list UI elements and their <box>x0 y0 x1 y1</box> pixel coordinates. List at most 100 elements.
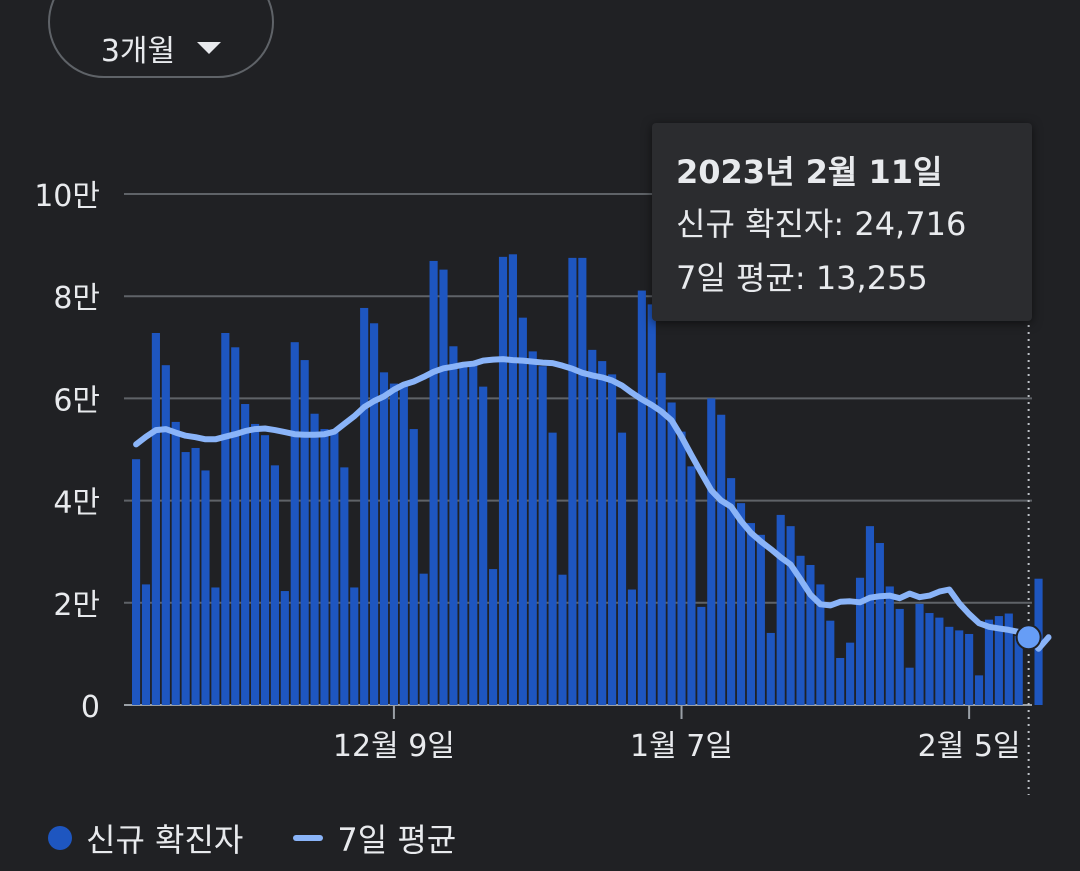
x-axis-ticks: 12월 9일 1월 7일 2월 5일 <box>333 705 1021 764</box>
bar <box>161 365 170 705</box>
bar <box>409 429 418 705</box>
y-tick-label: 10만 <box>34 179 100 214</box>
bar <box>885 586 894 705</box>
tooltip-avg-value: 13,255 <box>815 259 928 297</box>
time-range-select[interactable]: 3개월 <box>48 0 274 78</box>
y-tick-label: 2만 <box>53 588 100 623</box>
avg-line <box>133 356 1052 652</box>
bar <box>558 574 567 705</box>
bar <box>370 323 379 705</box>
caret-down-icon <box>197 42 222 54</box>
bar <box>310 413 319 705</box>
bar <box>221 332 230 705</box>
bar <box>489 569 498 705</box>
bar <box>548 432 557 705</box>
chart-legend: 신규 확진자 7일 평균 <box>48 812 506 864</box>
bar <box>141 584 151 705</box>
legend-item-new-cases[interactable]: 신규 확진자 <box>48 815 243 861</box>
bar <box>171 421 180 705</box>
bar <box>637 290 646 705</box>
tooltip-avg-label: 7일 평균 <box>676 259 795 297</box>
bar <box>984 619 994 705</box>
bar <box>875 543 884 705</box>
x-tick-label: 12월 9일 <box>333 729 455 764</box>
bar <box>528 351 537 705</box>
bar <box>211 587 220 705</box>
cases-chart[interactable]: 0 2만 4만 6만 8만 10만 12월 9일 1월 7일 2월 5일 <box>0 0 1080 800</box>
bar <box>736 503 746 705</box>
bar <box>270 465 279 705</box>
bar <box>756 534 765 705</box>
bar <box>320 429 329 705</box>
tooltip-avg: 7일 평균: 13,255 <box>676 259 928 297</box>
y-tick-label: 8만 <box>53 281 100 316</box>
bar <box>935 617 944 705</box>
bar <box>191 447 200 705</box>
bar <box>855 577 865 705</box>
bar <box>677 431 686 705</box>
bar <box>181 452 190 705</box>
bar <box>836 657 845 705</box>
bar <box>746 523 756 705</box>
bar <box>826 620 835 705</box>
bar <box>905 667 914 705</box>
tooltip-date: 2023년 2월 11일 <box>676 153 943 191</box>
bar <box>300 360 309 705</box>
legend-label-avg: 7일 평균 <box>337 821 457 859</box>
bar <box>538 366 547 705</box>
bar <box>132 459 141 705</box>
new-cases-bars <box>132 254 1043 705</box>
avg-line-layer <box>133 356 1052 652</box>
bar <box>647 304 656 705</box>
bar <box>459 362 468 705</box>
bar <box>280 591 289 705</box>
bar <box>945 626 954 705</box>
x-tick-label: 1월 7일 <box>630 729 733 764</box>
bar <box>727 478 736 705</box>
bar <box>796 555 805 705</box>
bar <box>766 632 775 705</box>
bar <box>479 386 488 705</box>
bar <box>608 374 617 705</box>
bar <box>588 349 597 705</box>
bar <box>330 431 339 705</box>
x-tick-label: 2월 5일 <box>918 729 1021 764</box>
bar <box>895 608 904 705</box>
tooltip-new-cases-value: 24,716 <box>854 205 967 243</box>
bar <box>429 260 438 705</box>
bar <box>707 398 716 705</box>
bar <box>241 404 250 705</box>
bar <box>449 346 458 705</box>
bar <box>806 564 815 705</box>
legend-line-icon <box>293 835 324 841</box>
bar <box>776 514 785 705</box>
bar <box>955 630 964 705</box>
bar <box>865 526 875 705</box>
bar <box>518 317 527 705</box>
tooltip: 2023년 2월 11일 신규 확진자: 24,716 7일 평균: 13,25… <box>652 123 1032 321</box>
bar <box>974 675 984 705</box>
bar <box>965 633 974 705</box>
bar <box>994 616 1003 705</box>
legend-item-avg[interactable]: 7일 평균 <box>293 815 456 861</box>
bar <box>1014 636 1023 705</box>
bar <box>816 584 825 705</box>
bar <box>687 466 696 705</box>
bar <box>617 432 627 705</box>
bar <box>657 372 666 705</box>
bar <box>260 435 270 705</box>
y-tick-label: 4만 <box>53 486 100 521</box>
legend-dot-icon <box>48 826 72 850</box>
bar <box>439 269 448 705</box>
bar <box>360 307 369 705</box>
y-tick-label: 6만 <box>53 383 100 418</box>
bar <box>925 613 934 705</box>
tooltip-new-cases: 신규 확진자: 24,716 <box>676 205 967 243</box>
legend-label-new-cases: 신규 확진자 <box>86 821 244 859</box>
bar <box>1004 613 1013 705</box>
bar <box>598 361 607 705</box>
bar <box>379 372 389 705</box>
bar <box>350 587 359 705</box>
bar <box>786 526 795 705</box>
bar <box>697 606 706 705</box>
